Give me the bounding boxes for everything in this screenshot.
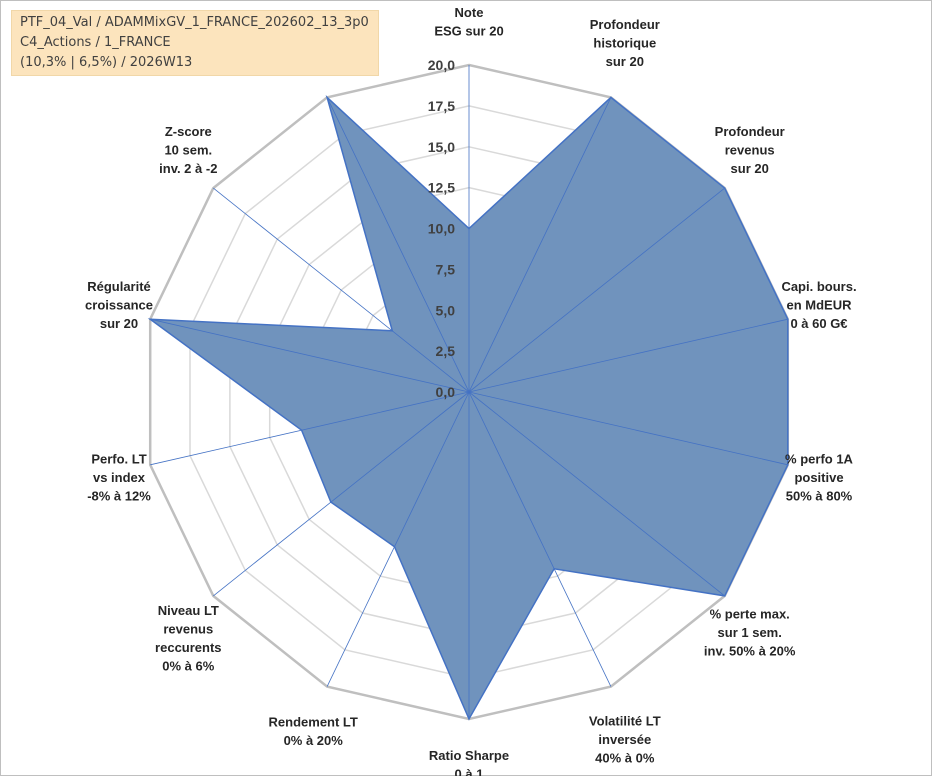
axis-spoke bbox=[468, 391, 725, 597]
axis-spoke bbox=[150, 318, 470, 393]
axis-label: Capi. bours. en MdEUR 0 à 60 G€ bbox=[781, 279, 856, 331]
tick-label: 10,0 bbox=[428, 221, 455, 237]
axis-label-line: sur 1 sem. bbox=[718, 625, 782, 640]
spoke-layer bbox=[150, 65, 788, 719]
axis-label: Note ESG sur 20 bbox=[434, 5, 503, 39]
axis-label-line: positive bbox=[794, 470, 843, 485]
axis-label: Perfo. LT vs index -8% à 12% bbox=[87, 451, 151, 503]
axis-spoke bbox=[468, 318, 788, 393]
axis-label: Niveau LT revenus reccurents 0% à 6% bbox=[155, 603, 221, 674]
axis-spoke bbox=[326, 391, 470, 687]
axis-label: % perfo 1A positive 50% à 80% bbox=[785, 451, 854, 503]
axis-label-line: Perfo. LT bbox=[91, 451, 146, 466]
axis-label: Z-score 10 sem. inv. 2 à -2 bbox=[159, 124, 217, 176]
axis-label-line: revenus bbox=[725, 143, 775, 158]
tick-label: 17,5 bbox=[428, 98, 455, 114]
axis-label-line: sur 20 bbox=[100, 316, 138, 331]
axis-spoke bbox=[213, 391, 470, 597]
axis-label-line: 0% à 20% bbox=[284, 733, 344, 748]
axis-label-line: 10 sem. bbox=[164, 143, 212, 158]
axis-label: % perte max. sur 1 sem. inv. 50% à 20% bbox=[704, 606, 796, 658]
axis-spoke bbox=[326, 97, 470, 393]
axis-label-line: Régularité bbox=[87, 279, 151, 294]
axis-label-line: en MdEUR bbox=[787, 298, 853, 313]
tick-label: 7,5 bbox=[436, 261, 456, 277]
axis-label-line: vs index bbox=[93, 470, 146, 485]
axis-label-line: Z-score bbox=[165, 124, 212, 139]
axis-label-line: sur 20 bbox=[731, 161, 769, 176]
info-line-3: (10,3% | 6,5%) / 2026W13 bbox=[20, 55, 193, 70]
axis-label-line: reccurents bbox=[155, 640, 221, 655]
tick-label: 15,0 bbox=[428, 139, 455, 155]
axis-label-line: % perfo 1A bbox=[785, 451, 854, 466]
axis-label-line: 0 à 60 G€ bbox=[790, 316, 847, 331]
axis-label-line: ESG sur 20 bbox=[434, 24, 503, 39]
axis-label: Rendement LT 0% à 20% bbox=[269, 715, 358, 749]
axis-spoke bbox=[468, 391, 612, 687]
axis-label-line: 40% à 0% bbox=[595, 751, 655, 766]
axis-label-line: -8% à 12% bbox=[87, 488, 151, 503]
tick-label: 0,0 bbox=[436, 384, 456, 400]
axis-label-line: Profondeur bbox=[715, 124, 785, 139]
tick-label: 12,5 bbox=[428, 180, 455, 196]
axis-label-line: Niveau LT bbox=[158, 603, 219, 618]
axis-label-line: croissance bbox=[85, 298, 153, 313]
axis-label-line: inv. 50% à 20% bbox=[704, 643, 796, 658]
axis-label: Profondeur revenus sur 20 bbox=[715, 124, 785, 176]
axis-label: Volatilité LT inversée 40% à 0% bbox=[589, 714, 661, 766]
info-line-1: PTF_04_Val / ADAMMixGV_1_FRANCE_202602_1… bbox=[20, 15, 369, 30]
axis-label-line: inv. 2 à -2 bbox=[159, 161, 217, 176]
axis-label-line: Note bbox=[455, 5, 484, 20]
axis-label: Ratio Sharpe 0 à 1 bbox=[429, 748, 509, 776]
info-line-2: C4_Actions / 1_FRANCE bbox=[20, 35, 171, 50]
axis-label-line: 50% à 80% bbox=[786, 488, 853, 503]
axis-label-line: sur 20 bbox=[606, 54, 644, 69]
tick-label: 5,0 bbox=[436, 302, 456, 318]
axis-label-line: % perte max. bbox=[710, 606, 790, 621]
axis-label: Régularité croissance sur 20 bbox=[85, 279, 153, 331]
axis-label-layer: Note ESG sur 20 Profondeur historique sur 20… bbox=[85, 5, 857, 776]
axis-label: Profondeur historique sur 20 bbox=[590, 17, 660, 69]
axis-spoke bbox=[468, 97, 612, 393]
axis-label-line: historique bbox=[593, 35, 656, 50]
axis-label-line: 0% à 6% bbox=[162, 658, 214, 673]
axis-label-line: inversée bbox=[598, 732, 651, 747]
axis-label-line: Rendement LT bbox=[269, 715, 358, 730]
axis-spoke bbox=[150, 391, 470, 466]
axis-spoke bbox=[213, 187, 470, 393]
axis-label-line: Ratio Sharpe bbox=[429, 748, 509, 763]
axis-spoke bbox=[468, 187, 725, 393]
tick-layer: 0,0 2,5 5,0 7,5 10,0 12,5 15,0 17,5 20,0 bbox=[428, 57, 455, 400]
tick-label: 2,5 bbox=[436, 343, 456, 359]
axis-label-line: Volatilité LT bbox=[589, 714, 661, 729]
axis-label-line: Profondeur bbox=[590, 17, 660, 32]
axis-label-line: Capi. bours. bbox=[781, 279, 856, 294]
tick-label: 20,0 bbox=[428, 57, 455, 73]
axis-label-line: revenus bbox=[163, 621, 213, 636]
axis-spoke bbox=[468, 391, 788, 466]
axis-label-line: 0 à 1 bbox=[455, 767, 484, 776]
info-box: PTF_04_Val / ADAMMixGV_1_FRANCE_202602_1… bbox=[11, 10, 379, 76]
